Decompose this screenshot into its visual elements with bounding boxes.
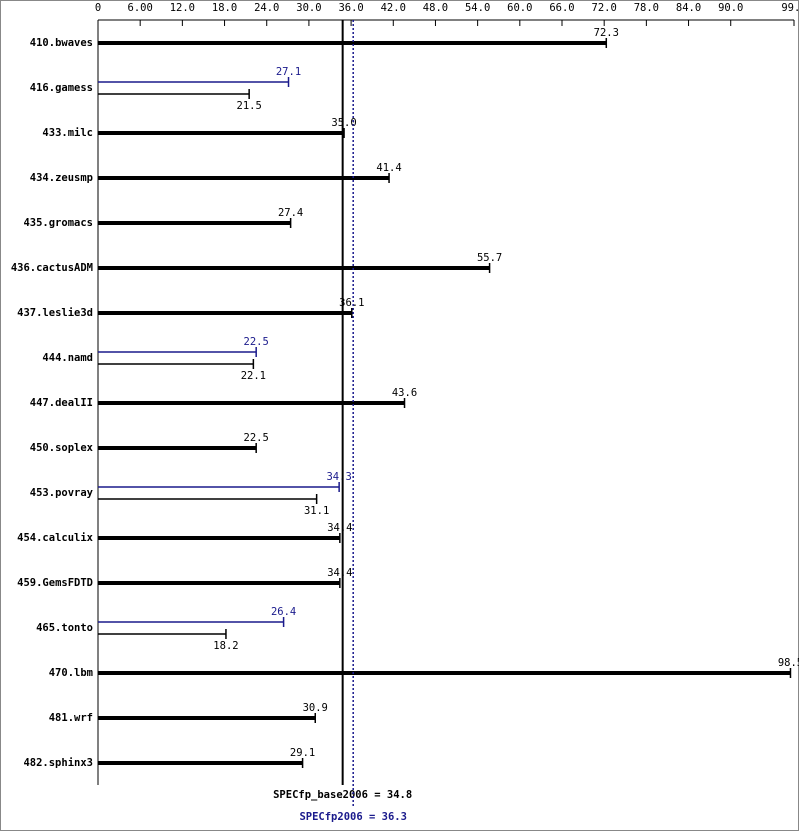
x-tick-label: 48.0 bbox=[423, 2, 448, 14]
category-label: 436.cactusADM bbox=[11, 262, 93, 274]
value-label: 18.2 bbox=[213, 640, 238, 652]
x-tick-label: 90.0 bbox=[718, 2, 743, 14]
category-label: 416.gamess bbox=[30, 82, 93, 94]
value-label: 36.1 bbox=[339, 297, 364, 309]
category-label: 434.zeusmp bbox=[30, 172, 93, 184]
value-label: 34.4 bbox=[327, 522, 352, 534]
x-tick-label: 99.0 bbox=[781, 2, 799, 14]
category-label: 437.leslie3d bbox=[17, 307, 93, 319]
value-label: 29.1 bbox=[290, 747, 315, 759]
value-label: 27.1 bbox=[276, 66, 301, 78]
value-label: 26.4 bbox=[271, 606, 296, 618]
category-label: 470.lbm bbox=[49, 667, 93, 679]
x-tick-label: 84.0 bbox=[676, 2, 701, 14]
value-label: 41.4 bbox=[376, 162, 401, 174]
value-label: 55.7 bbox=[477, 252, 502, 264]
category-label: 444.namd bbox=[42, 352, 93, 364]
x-tick-label: 66.0 bbox=[549, 2, 574, 14]
value-label: 22.5 bbox=[244, 432, 269, 444]
category-label: 433.milc bbox=[42, 127, 93, 139]
x-tick-label: 36.0 bbox=[338, 2, 363, 14]
x-tick-label: 30.0 bbox=[296, 2, 321, 14]
category-label: 465.tonto bbox=[36, 622, 93, 634]
x-tick-label: 0 bbox=[95, 2, 101, 14]
value-label: 34.3 bbox=[326, 471, 351, 483]
x-tick-label: 60.0 bbox=[507, 2, 532, 14]
value-label: 30.9 bbox=[303, 702, 328, 714]
category-label: 450.soplex bbox=[30, 442, 94, 454]
value-label: 27.4 bbox=[278, 207, 303, 219]
x-tick-label: 6.00 bbox=[128, 2, 153, 14]
value-label: 35.0 bbox=[331, 117, 356, 129]
x-tick-label: 72.0 bbox=[592, 2, 617, 14]
x-tick-label: 24.0 bbox=[254, 2, 279, 14]
category-label: 447.dealII bbox=[30, 397, 93, 409]
reference-label: SPECfp_base2006 = 34.8 bbox=[273, 789, 412, 801]
value-label: 31.1 bbox=[304, 505, 329, 517]
category-label: 454.calculix bbox=[17, 532, 94, 544]
value-label: 21.5 bbox=[237, 100, 262, 112]
value-label: 98.5 bbox=[778, 657, 799, 669]
x-tick-label: 78.0 bbox=[634, 2, 659, 14]
value-label: 22.1 bbox=[241, 370, 266, 382]
category-label: 459.GemsFDTD bbox=[17, 577, 93, 589]
x-tick-label: 12.0 bbox=[170, 2, 195, 14]
x-tick-label: 18.0 bbox=[212, 2, 237, 14]
x-tick-label: 42.0 bbox=[381, 2, 406, 14]
category-label: 481.wrf bbox=[49, 712, 93, 724]
category-label: 453.povray bbox=[30, 487, 94, 499]
value-label: 34.4 bbox=[327, 567, 352, 579]
value-label: 72.3 bbox=[594, 27, 619, 39]
category-label: 435.gromacs bbox=[23, 217, 93, 229]
value-label: 43.6 bbox=[392, 387, 417, 399]
category-label: 482.sphinx3 bbox=[23, 757, 93, 769]
value-label: 22.5 bbox=[244, 336, 269, 348]
x-tick-label: 54.0 bbox=[465, 2, 490, 14]
reference-label: SPECfp2006 = 36.3 bbox=[299, 811, 406, 823]
category-label: 410.bwaves bbox=[30, 37, 93, 49]
